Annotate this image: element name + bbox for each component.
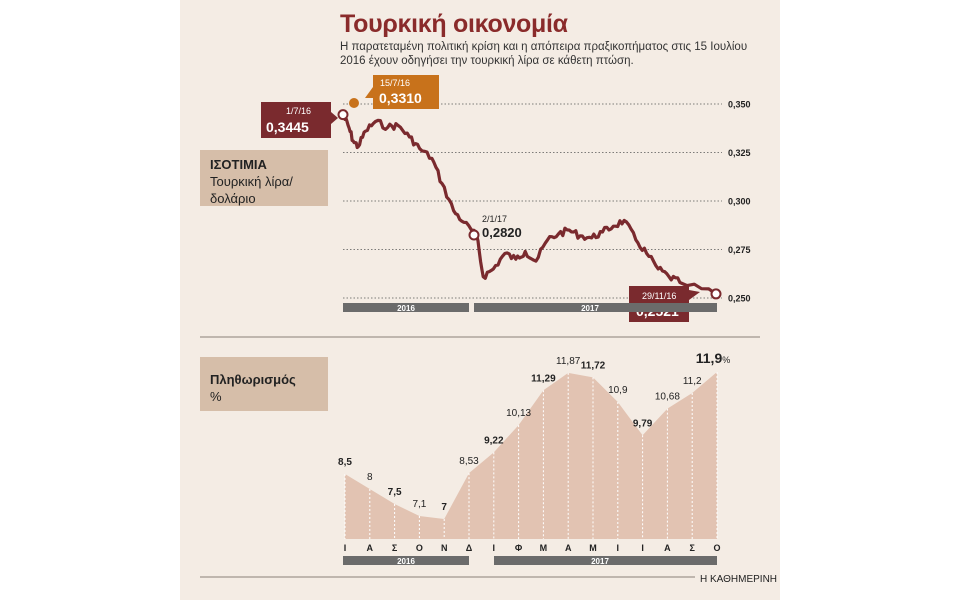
x-tick-label: Ν <box>441 543 448 553</box>
y-tick-label: 0,325 <box>728 148 751 158</box>
exchange-rate-chart: 0,350 0,325 0,300 0,275 0,250 1/7/16 0,3445 15/… <box>261 75 751 322</box>
x-tick-label: Σ <box>689 543 695 553</box>
exchange-rate-tag-line-2: δολάριο <box>210 191 256 206</box>
data-label: 7 <box>441 502 447 513</box>
y-tick-label: 0,275 <box>728 245 751 255</box>
x-tick-label: Μ <box>540 543 548 553</box>
x-tick-label: Ι <box>493 543 496 553</box>
data-label: 9,79 <box>633 418 653 429</box>
annotation-marker <box>710 288 722 300</box>
page-subtitle: Η παρατεταμένη πολιτική κρίση και η απόπ… <box>340 41 748 67</box>
exchange-rate-tag-title: ΙΣΟΤΙΜΙΑ <box>210 157 267 172</box>
data-label: 11,2 <box>683 376 702 387</box>
x-tick-label: Φ <box>515 543 523 553</box>
year-label: 2017 <box>591 557 609 566</box>
annotation-marker <box>468 229 480 241</box>
annotation-value: 0,2820 <box>482 225 522 240</box>
data-label: 11,87 <box>556 356 581 367</box>
exchange-rate-tag: ΙΣΟΤΙΜΙΑ Τουρκική λίρα/ δολάριο <box>200 150 328 206</box>
data-label: 11,29 <box>531 373 556 384</box>
annotation-pointer <box>331 112 338 124</box>
annotation-box <box>261 102 331 138</box>
annotation-pointer <box>689 290 700 300</box>
year-label: 2017 <box>581 304 599 313</box>
data-label: 10,9 <box>608 385 628 396</box>
year-bar <box>343 303 469 312</box>
y-tick-label: 0,250 <box>728 294 751 304</box>
inflation-tag-title: Πληθωρισμός <box>210 372 296 387</box>
annotation-value: 0,3310 <box>379 90 422 106</box>
credit: Η ΚΑΘΗΜΕΡΙΝΗ <box>700 574 778 585</box>
x-tick-label: Ο <box>713 543 720 553</box>
x-tick-label: Ι <box>641 543 644 553</box>
annotation-box <box>373 75 439 109</box>
year-label: 2016 <box>397 557 415 566</box>
year-label: 2016 <box>397 304 415 313</box>
annotation-marker <box>337 109 349 121</box>
y-tick-label: 0,350 <box>728 100 751 110</box>
x-tick-label: Σ <box>392 543 398 553</box>
page-title: Τουρκική οικονομία <box>340 10 568 38</box>
data-label: 8 <box>367 472 373 483</box>
annotation-date: 29/11/16 <box>642 291 676 301</box>
year-bar <box>494 556 717 565</box>
year-bar <box>474 303 717 312</box>
annotation-value: 0,3445 <box>266 119 309 135</box>
data-label: 11,9% <box>696 350 731 366</box>
data-label: 7,5 <box>388 487 402 498</box>
x-tick-label: Α <box>664 543 671 553</box>
exchange-rate-tag-line-1: Τουρκική λίρα/ <box>210 174 293 189</box>
data-label: 7,1 <box>412 499 426 510</box>
data-label: 10,13 <box>506 408 531 419</box>
x-tick-label: Ι <box>617 543 620 553</box>
annotation-pointer <box>365 87 373 98</box>
annotation-marker <box>349 98 359 108</box>
x-tick-label: Ο <box>416 543 423 553</box>
x-tick-label: Δ <box>466 543 473 553</box>
year-bar <box>343 556 469 565</box>
exchange-rate-line <box>341 113 717 296</box>
x-tick-label: Α <box>367 543 374 553</box>
x-tick-label: Ι <box>344 543 347 553</box>
inflation-tag-unit: % <box>210 389 222 404</box>
data-label: 11,72 <box>581 360 606 371</box>
data-label: 8,53 <box>459 456 479 467</box>
annotation-date: 15/7/16 <box>380 78 410 88</box>
annotation-date: 2/1/17 <box>482 214 507 224</box>
x-tick-label: Μ <box>589 543 597 553</box>
data-label-unit: % <box>722 355 730 365</box>
y-tick-label: 0,300 <box>728 197 751 207</box>
annotation-date: 1/7/16 <box>286 106 311 116</box>
inflation-chart: 8,5 Ι 8 Α 7,5 Σ 7,1 Ο 7 Ν 8,53 Δ 9,22 Ι 10,13 Φ 11,29 Μ 11… <box>338 350 730 566</box>
x-tick-label: Α <box>565 543 572 553</box>
data-label: 10,68 <box>655 392 680 403</box>
data-label: 8,5 <box>338 457 352 468</box>
inflation-tag: Πληθωρισμός % <box>200 357 328 411</box>
inflation-area <box>345 372 717 539</box>
data-label: 9,22 <box>484 435 504 446</box>
